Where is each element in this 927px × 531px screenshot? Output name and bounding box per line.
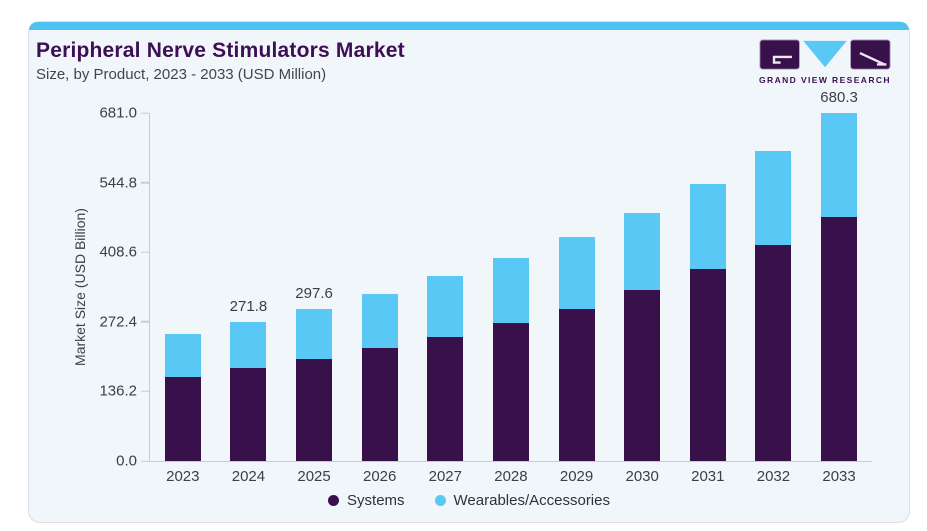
bar-group-2026: 2026 [361, 113, 398, 485]
bar-segment-systems-2031[interactable] [689, 268, 726, 461]
x-axis-label: 2032 [756, 468, 791, 485]
bar-group-2030: 2030 [624, 113, 661, 485]
gvr-logo: GRAND VIEW RESEARCH [755, 38, 895, 85]
bar-segment-wearables-2027[interactable] [427, 276, 464, 337]
x-axis-label: 2023 [166, 468, 200, 485]
bar-segment-systems-2025[interactable] [296, 359, 333, 461]
bar-segment-wearables-2024[interactable] [230, 322, 267, 368]
logo-r-icon [850, 39, 891, 70]
bar-segment-wearables-2026[interactable] [361, 293, 398, 349]
x-axis-label: 2025 [297, 468, 331, 485]
bar-segment-wearables-2028[interactable] [492, 258, 529, 324]
bar-group-2024: 271.8 2024 [229, 113, 268, 485]
y-tick-mark [141, 181, 149, 184]
y-tick-label: 681.0 [99, 104, 137, 122]
x-axis-label: 2028 [494, 468, 528, 485]
bar-value-label: 680.3 [820, 89, 858, 107]
bar-segment-systems-2029[interactable] [558, 308, 595, 461]
plot-area: 0.0 136.2 272.4 408.6 544.8 681.0 2023 271.8 20… [99, 89, 872, 485]
bar-value-label: 297.6 [295, 284, 333, 302]
x-axis-label: 2026 [363, 468, 397, 485]
x-axis-label: 2030 [625, 468, 659, 485]
chart-card: Peripheral Nerve Stimulators Market Size… [28, 21, 910, 523]
y-tick-mark [141, 251, 149, 253]
bar-segment-wearables-2025[interactable] [296, 308, 333, 360]
bar-segment-wearables-2030[interactable] [624, 212, 661, 291]
y-tick-mark [141, 112, 149, 114]
legend-swatch-icon [328, 495, 340, 506]
y-tick-label: 136.2 [99, 382, 137, 400]
y-tick-label: 0.0 [116, 452, 137, 470]
x-axis-label: 2024 [231, 468, 266, 485]
bar-segment-wearables-2031[interactable] [689, 183, 726, 269]
y-tick-mark [141, 460, 149, 462]
bar-group-2033: 680.3 2033 [820, 89, 858, 485]
bar-group-2025: 297.6 2025 [295, 113, 333, 485]
x-axis-label: 2033 [822, 468, 856, 485]
y-tick-label: 544.8 [99, 174, 137, 192]
top-accent-bar [29, 22, 909, 30]
legend-swatch-icon [434, 495, 446, 506]
legend-label: Systems [347, 492, 405, 509]
bar-group-2027: 2027 [427, 113, 464, 485]
bar-group-2029: 2029 [558, 113, 595, 485]
bar-segment-systems-2027[interactable] [427, 336, 464, 461]
bar-segment-wearables-2023[interactable] [164, 333, 201, 377]
bar-segment-systems-2026[interactable] [361, 348, 398, 461]
bar-segment-systems-2023[interactable] [164, 376, 201, 461]
bar-group-2032: 2032 [755, 113, 792, 485]
y-tick-mark [141, 321, 149, 323]
legend-label: Wearables/Accessories [453, 492, 610, 509]
bar-segment-systems-2033[interactable] [821, 216, 858, 461]
logo-g-icon [759, 39, 800, 70]
logo-wordmark: GRAND VIEW RESEARCH [759, 75, 891, 85]
bar-segment-systems-2030[interactable] [624, 290, 661, 461]
x-axis-label: 2029 [559, 468, 594, 485]
y-tick-label: 408.6 [99, 243, 137, 261]
logo-v-icon [803, 40, 847, 68]
y-tick-label: 272.4 [99, 313, 137, 331]
chart-subtitle: Size, by Product, 2023 - 2033 (USD Milli… [36, 66, 327, 83]
bar-group-2031: 2031 [689, 113, 726, 485]
bar-segment-systems-2024[interactable] [230, 368, 267, 461]
x-axis-label: 2031 [691, 468, 725, 485]
legend-item-wearables[interactable]: Wearables/Accessories [434, 492, 610, 509]
bar-group-2023: 2023 [164, 113, 201, 485]
bar-segment-wearables-2029[interactable] [558, 236, 595, 309]
bar-segment-systems-2032[interactable] [755, 244, 792, 461]
y-tick-mark [141, 390, 149, 393]
x-axis-label: 2027 [428, 468, 462, 485]
bar-value-label: 271.8 [229, 298, 268, 316]
bar-segment-systems-2028[interactable] [492, 323, 529, 461]
bar-segment-wearables-2033[interactable] [821, 113, 858, 217]
bar-segment-wearables-2032[interactable] [755, 150, 792, 245]
bar-group-2028: 2028 [492, 113, 529, 485]
bar-series: 2023 271.8 2024 297.6 2025 2026 2027 2028 2029 20… [150, 89, 872, 485]
y-axis-title: Market Size (USD Billion) [72, 208, 88, 366]
legend: Systems Wearables/Accessories [29, 492, 909, 509]
chart-title: Peripheral Nerve Stimulators Market [36, 39, 405, 62]
legend-item-systems[interactable]: Systems [328, 492, 405, 509]
